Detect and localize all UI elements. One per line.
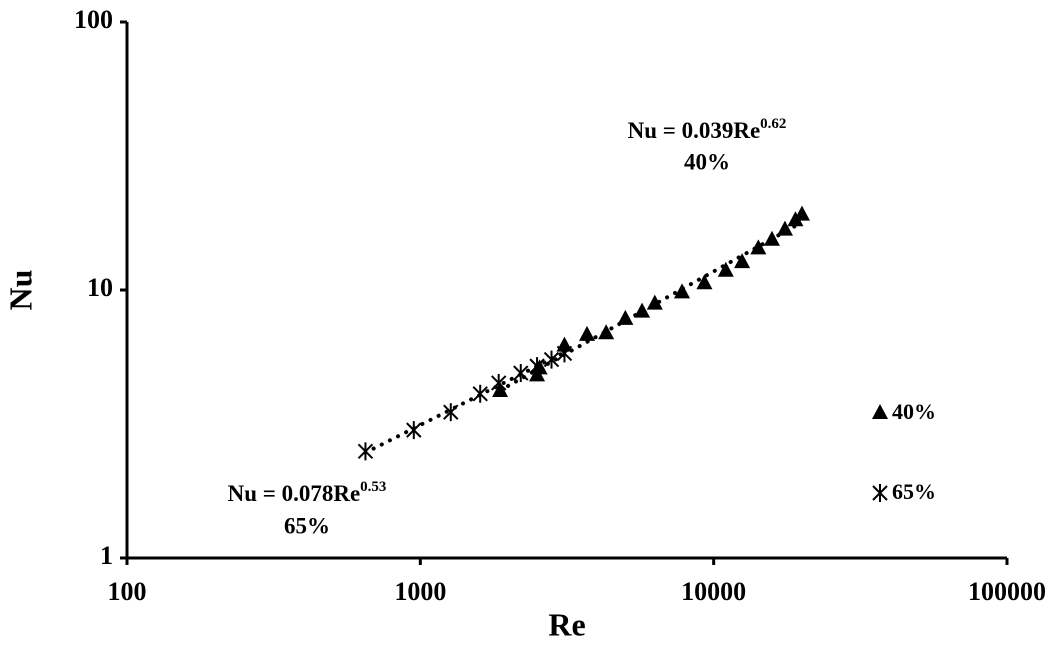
y-tick-label: 1 (100, 541, 113, 570)
triangle (717, 261, 734, 277)
annotation-label: 40% (684, 149, 730, 174)
exponent: 0.62 (760, 116, 786, 132)
triangle (646, 294, 663, 310)
legend-label: 40% (892, 399, 936, 424)
x-tick-label: 10000 (681, 577, 746, 606)
star-stroke (406, 422, 422, 438)
triangle (750, 239, 767, 255)
annotation-label: 65% (284, 513, 330, 538)
triangle (734, 253, 751, 269)
trend-line (363, 350, 567, 455)
triangle-point (696, 274, 713, 290)
x-tick-label: 100000 (968, 577, 1046, 606)
triangle-point (763, 230, 780, 246)
y-axis-title: Nu (2, 270, 38, 311)
star-point (443, 403, 459, 422)
equation: Nu = 0.078Re (228, 481, 361, 506)
star-stroke (556, 345, 573, 362)
triangle-point (617, 309, 634, 325)
equation: Nu = 0.039Re (628, 118, 761, 143)
triangle (579, 325, 596, 341)
star-stroke (443, 404, 459, 420)
y-tick-label: 10 (87, 273, 113, 302)
x-tick-label: 100 (108, 577, 147, 606)
exponent: 0.53 (360, 479, 386, 495)
x-tick-label: 1000 (394, 577, 446, 606)
star-point (556, 344, 573, 363)
triangle-point (556, 336, 573, 352)
triangle-point (776, 220, 793, 236)
star-point (357, 442, 374, 461)
triangle-point (793, 205, 810, 221)
star-point (472, 384, 488, 403)
triangle (531, 359, 548, 375)
triangle-point (674, 283, 691, 299)
triangle-point (492, 381, 509, 397)
triangle-point (750, 239, 767, 255)
triangle (696, 274, 713, 290)
annotation: Nu = 0.039Re0.62 (628, 116, 787, 143)
triangle-point (634, 302, 651, 318)
star-stroke (490, 375, 507, 391)
star-point (872, 484, 888, 502)
triangle-point (872, 404, 888, 419)
star-point (543, 350, 560, 369)
triangle-point (598, 324, 615, 340)
triangle-point (717, 261, 734, 277)
star-stroke (872, 485, 888, 501)
triangle (556, 336, 573, 352)
triangle (793, 205, 810, 221)
y-tick-label: 100 (74, 5, 113, 34)
triangle (634, 302, 651, 318)
star-stroke (513, 365, 529, 381)
star-stroke (357, 443, 374, 460)
triangle (872, 404, 888, 419)
star-point (529, 357, 545, 376)
triangle-point (734, 253, 751, 269)
triangle (492, 381, 509, 397)
star-stroke (543, 351, 560, 368)
triangle-point (531, 359, 548, 375)
triangle (674, 283, 691, 299)
triangle (763, 230, 780, 246)
x-axis-title: Re (548, 606, 585, 642)
annotation: Nu = 0.078Re0.53 (228, 479, 387, 506)
triangle (776, 220, 793, 236)
star-stroke (472, 386, 488, 402)
triangle-point (646, 294, 663, 310)
legend-label: 65% (892, 479, 936, 504)
triangle (598, 324, 615, 340)
star-point (490, 373, 507, 392)
triangle (617, 309, 634, 325)
star-point (406, 421, 422, 440)
star-stroke (529, 358, 545, 374)
triangle-point (579, 325, 596, 341)
star-point (513, 364, 529, 383)
